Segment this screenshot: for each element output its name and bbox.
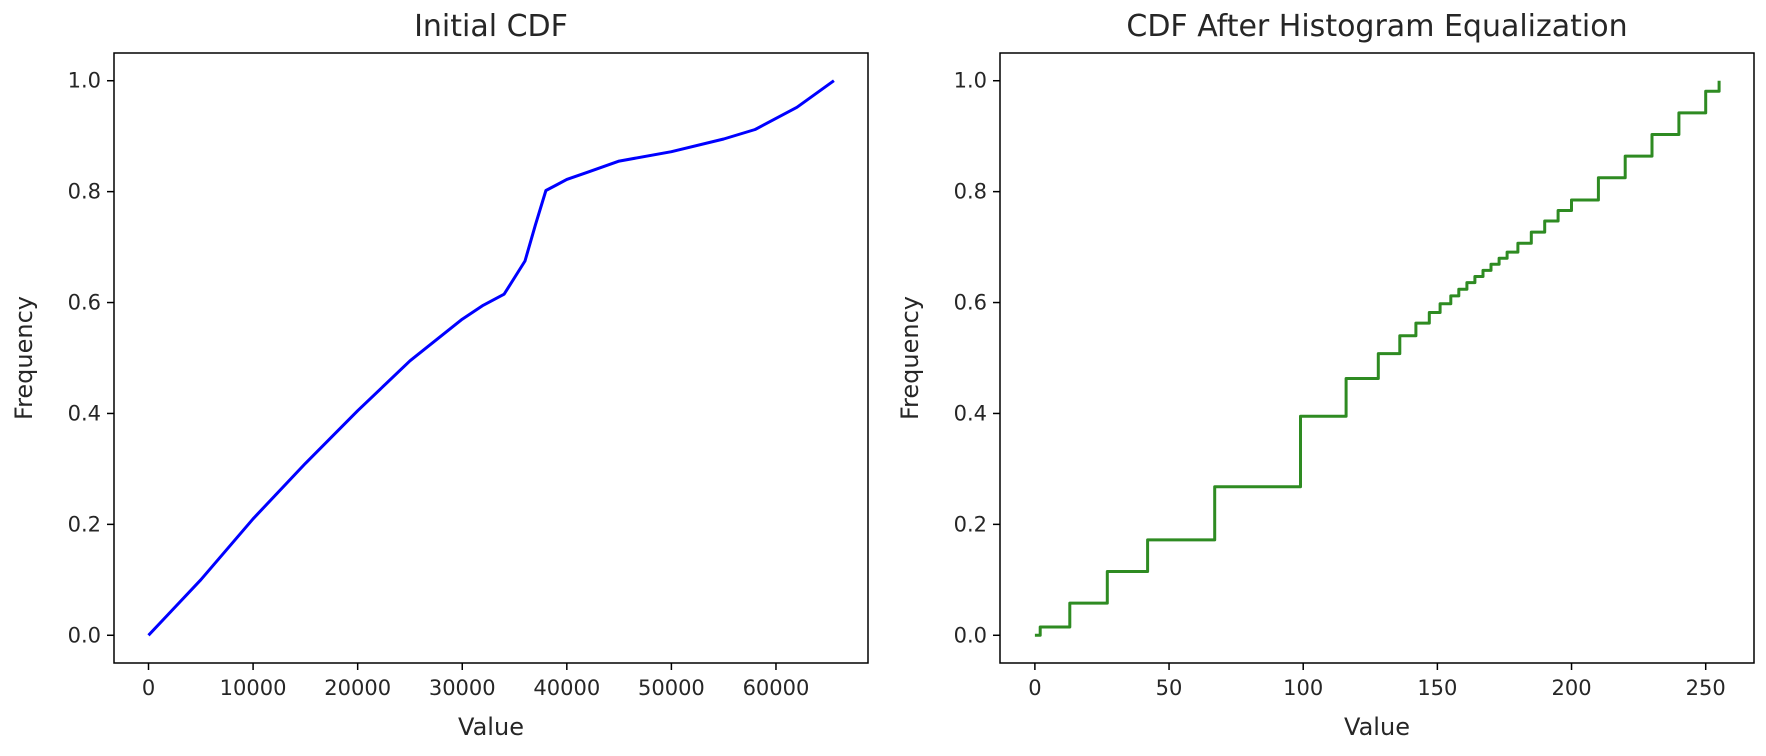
series-line-0 xyxy=(1034,80,1721,637)
y-tick-label: 0.4 xyxy=(68,401,101,425)
y-tick-label: 0.0 xyxy=(954,623,987,647)
y-axis-label: Frequency xyxy=(896,296,924,420)
axes-frame xyxy=(113,52,869,664)
x-axis-label: Value xyxy=(458,713,524,741)
series-line-0 xyxy=(147,79,835,637)
x-tick-label: 0 xyxy=(142,676,155,700)
y-axis-label: Frequency xyxy=(10,296,38,420)
y-tick-label: 1.0 xyxy=(954,69,987,93)
y-tick-label: 1.0 xyxy=(68,69,101,93)
x-tick-label: 100 xyxy=(1283,676,1323,700)
x-tick-label: 200 xyxy=(1551,676,1591,700)
x-tick-label: 30000 xyxy=(429,676,496,700)
x-tick-label: 0 xyxy=(1028,676,1041,700)
y-tick-label: 0.4 xyxy=(954,401,987,425)
x-tick-label: 20000 xyxy=(324,676,391,700)
x-tick-label: 50000 xyxy=(638,676,705,700)
x-tick-label: 40000 xyxy=(533,676,600,700)
chart-title: CDF After Histogram Equalization xyxy=(1126,9,1627,44)
x-tick-label: 60000 xyxy=(743,676,810,700)
x-tick-label: 50 xyxy=(1156,676,1183,700)
initial-cdf-chart: 0 10000 20000 30000 40000 50000 60000 0.0 0.2 0.4… xyxy=(10,9,869,741)
chart-title: Initial CDF xyxy=(414,9,568,44)
y-tick-label: 0.0 xyxy=(68,623,101,647)
x-tick-label: 150 xyxy=(1417,676,1457,700)
x-axis-label: Value xyxy=(1344,713,1410,741)
y-tick-label: 0.6 xyxy=(954,291,987,315)
x-tick-label: 250 xyxy=(1686,676,1726,700)
y-tick-label: 0.6 xyxy=(68,291,101,315)
equalized-cdf-chart: 0 50 100 150 200 250 0.0 0.2 0.4 0.6 0.8 1.0 CDF Aft… xyxy=(896,9,1755,741)
x-tick-label: 10000 xyxy=(220,676,287,700)
y-tick-label: 0.8 xyxy=(68,180,101,204)
y-tick-label: 0.2 xyxy=(954,512,987,536)
axes-frame xyxy=(999,52,1755,664)
y-tick-label: 0.8 xyxy=(954,180,987,204)
y-tick-label: 0.2 xyxy=(68,512,101,536)
